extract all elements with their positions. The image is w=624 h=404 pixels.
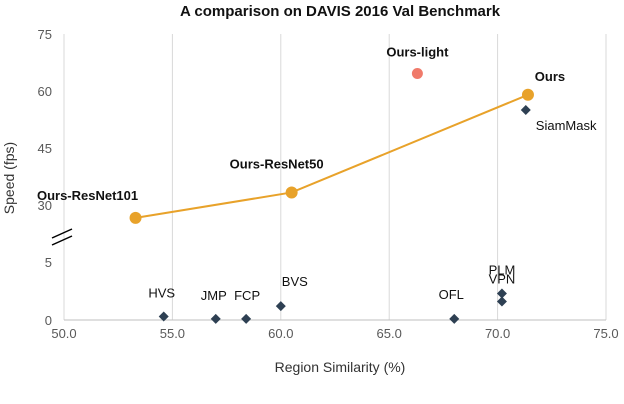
y-tick-label: 75 [38, 27, 52, 42]
x-tick-label: 75.0 [593, 326, 618, 341]
point-marker [129, 211, 142, 224]
chart-title: A comparison on DAVIS 2016 Val Benchmark [180, 3, 501, 20]
point-marker [520, 105, 531, 115]
point-marker [275, 301, 286, 312]
y-axis-title: Speed (fps) [1, 142, 17, 214]
point-label: FCP [234, 288, 260, 303]
x-axis-ticks: 50.0 55.0 60.0 65.0 70.0 75.0 [51, 326, 618, 341]
point-label: Ours-ResNet101 [37, 188, 138, 203]
gridlines [63, 34, 607, 321]
y-axis-ticks: 0 5 30 45 60 75 [38, 27, 52, 328]
point-label: BVS [282, 274, 308, 289]
point-label: HVS [148, 286, 175, 301]
point-marker [411, 68, 423, 80]
y-axis-break-marker [51, 228, 73, 246]
point-marker [285, 186, 298, 199]
point-marker [241, 313, 252, 324]
point-marker [496, 296, 507, 307]
y-tick-label: 30 [38, 198, 52, 213]
point-label: Ours [535, 69, 565, 84]
y-tick-label: 0 [45, 313, 52, 328]
x-tick-label: 65.0 [377, 326, 402, 341]
point-label: JMP [201, 288, 227, 303]
y-tick-label: 5 [45, 255, 52, 270]
point-label: OFL [439, 287, 464, 302]
x-tick-label: 60.0 [268, 326, 293, 341]
x-tick-label: 55.0 [160, 326, 185, 341]
point-label: SiamMask [536, 118, 597, 133]
point-marker [496, 288, 507, 299]
ours-series-line [135, 93, 529, 219]
point-marker [158, 311, 169, 322]
point-marker [521, 88, 534, 101]
point-label: PLM [489, 263, 516, 278]
x-tick-label: 50.0 [51, 326, 76, 341]
y-tick-label: 60 [38, 84, 52, 99]
y-tick-label: 45 [38, 141, 52, 156]
point-marker [449, 313, 460, 324]
point-label: Ours-light [386, 45, 449, 60]
point-labels: Ours-ResNet101 Ours-ResNet50 Ours Ours-ligh… [37, 45, 597, 303]
point-label: Ours-ResNet50 [230, 156, 324, 171]
x-tick-label: 70.0 [485, 326, 510, 341]
point-marker [210, 313, 221, 324]
point-label: VPN [489, 271, 516, 286]
series-layer [129, 68, 534, 324]
x-axis-title: Region Similarity (%) [275, 359, 406, 375]
